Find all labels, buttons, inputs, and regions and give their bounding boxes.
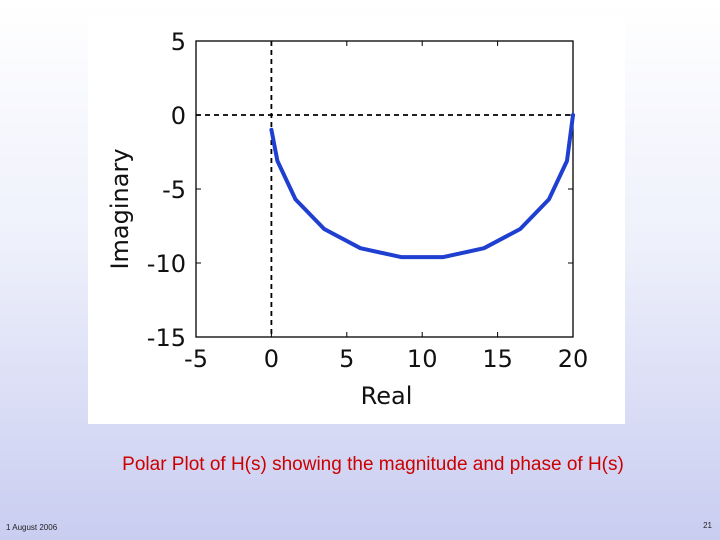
x-tick-label: -5 bbox=[184, 345, 208, 373]
page-number: 21 bbox=[703, 521, 712, 530]
y-tick-label: -5 bbox=[162, 176, 186, 204]
series-line-0 bbox=[269, 113, 575, 260]
x-axis-title: Real bbox=[361, 382, 413, 410]
slide-caption: Polar Plot of H(s) showing the magnitude… bbox=[122, 454, 624, 475]
y-tick-label: -10 bbox=[147, 250, 186, 278]
x-tick-label: 0 bbox=[264, 345, 279, 373]
figure-panel: -5 0 5 10 15 20 5 0 -5 -10 -15 Real Imaginary bbox=[88, 17, 625, 424]
x-tick-label: 20 bbox=[558, 345, 589, 373]
footer-date: 1 August 2006 bbox=[6, 523, 58, 532]
x-tick-label: 10 bbox=[407, 345, 438, 373]
y-tick-label: 0 bbox=[171, 102, 186, 130]
y-tick-label: 5 bbox=[171, 28, 186, 56]
y-axis-title: Imaginary bbox=[106, 148, 134, 269]
polar-plot: -5 0 5 10 15 20 5 0 -5 -10 -15 Real Imaginary bbox=[106, 28, 589, 410]
x-tick-label: 5 bbox=[339, 345, 354, 373]
plot-frame bbox=[195, 40, 574, 338]
y-tick-label: -15 bbox=[147, 324, 186, 352]
x-tick-label: 15 bbox=[482, 345, 513, 373]
